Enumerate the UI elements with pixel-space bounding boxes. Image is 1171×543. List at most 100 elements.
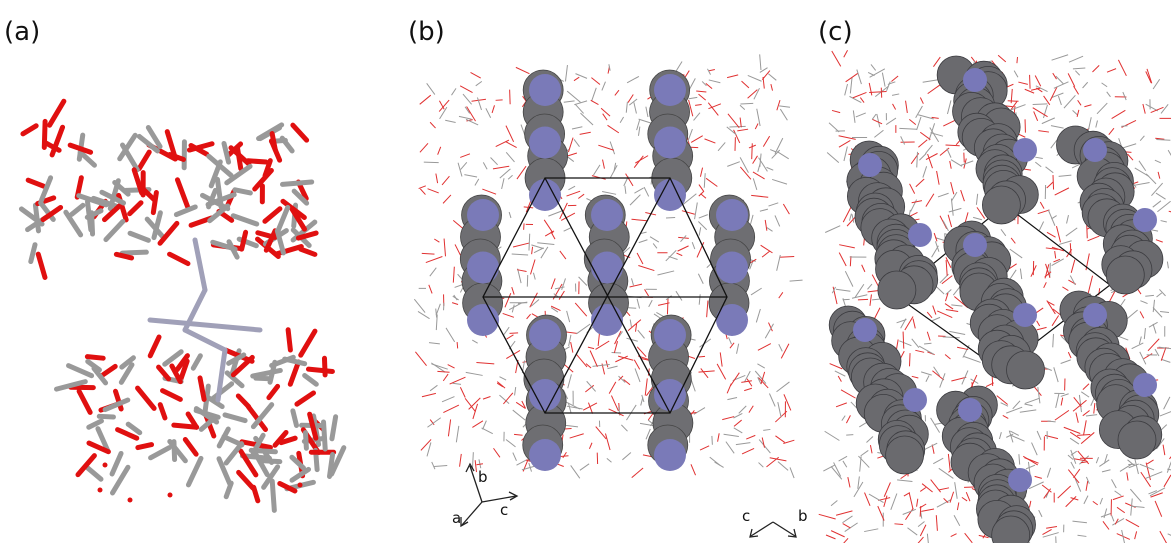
bond: [445, 119, 456, 123]
bond: [844, 83, 848, 96]
bond: [851, 294, 868, 299]
bond: [757, 343, 772, 351]
bond: [746, 378, 753, 387]
bond: [164, 129, 178, 160]
bond: [868, 82, 873, 96]
atom: [1133, 373, 1157, 397]
bond: [1168, 210, 1171, 213]
bond: [464, 174, 478, 178]
bond: [1049, 262, 1051, 278]
bond: [1042, 529, 1052, 536]
bond: [1129, 488, 1142, 503]
bond: [916, 498, 919, 507]
bond: [736, 343, 740, 354]
bond: [136, 149, 152, 172]
axis-glyph: [460, 462, 797, 538]
bond: [934, 237, 945, 241]
bond: [842, 206, 852, 223]
bond: [554, 286, 565, 290]
bond: [223, 480, 234, 500]
bond: [688, 96, 698, 100]
bond: [531, 246, 534, 255]
bond: [776, 254, 781, 271]
bond: [902, 331, 905, 349]
bond: [1022, 455, 1038, 466]
bond: [1145, 103, 1159, 112]
bond: [1127, 459, 1135, 467]
bond: [1146, 68, 1153, 84]
bond: [192, 237, 208, 293]
bond: [587, 346, 595, 350]
bond: [305, 366, 335, 374]
bond: [636, 298, 641, 309]
panel-label: (a): [4, 17, 40, 47]
bond: [1075, 70, 1081, 76]
bond: [25, 177, 46, 189]
bond: [739, 157, 749, 173]
bond: [1032, 103, 1048, 105]
bond: [1042, 104, 1048, 119]
bond: [614, 89, 620, 96]
bond: [942, 220, 949, 232]
bond: [698, 184, 705, 192]
bond: [228, 145, 252, 167]
bond: [569, 433, 584, 439]
bond: [413, 298, 426, 313]
bond: [1069, 243, 1072, 257]
bond: [922, 79, 940, 83]
bond: [131, 167, 145, 196]
atom: [467, 304, 499, 336]
bond: [607, 124, 620, 134]
bond: [756, 108, 761, 127]
bond: [1152, 299, 1156, 313]
bond: [628, 98, 638, 106]
bond: [559, 202, 568, 220]
bond: [77, 149, 97, 168]
bond: [1159, 289, 1166, 297]
bond: [949, 330, 966, 335]
bond: [475, 81, 483, 87]
axis-label: a: [452, 509, 461, 527]
bond: [210, 239, 238, 252]
bond: [1024, 403, 1033, 407]
bond: [1121, 125, 1128, 127]
bond: [442, 373, 449, 382]
bond: [178, 358, 190, 383]
bond: [703, 173, 706, 188]
bond: [909, 183, 916, 194]
bond: [235, 393, 252, 410]
bond: [778, 343, 783, 352]
bond: [529, 292, 538, 308]
bond: [537, 242, 555, 246]
bond: [852, 110, 856, 123]
bond: [716, 363, 727, 380]
bond: [1085, 476, 1090, 484]
bond: [665, 249, 677, 262]
bond: [1143, 327, 1146, 340]
bond: [230, 213, 260, 227]
bond: [1010, 88, 1013, 104]
bond: [953, 515, 961, 527]
bond: [1072, 67, 1086, 70]
bond: [1159, 530, 1167, 543]
axis-label: c: [742, 507, 750, 525]
atom: [467, 251, 499, 284]
bond: [576, 354, 588, 368]
bond: [1166, 261, 1169, 269]
bond: [526, 313, 531, 320]
bond: [501, 178, 505, 190]
bond: [831, 286, 836, 294]
bond: [67, 142, 94, 155]
bond: [1080, 391, 1090, 398]
bond: [1131, 342, 1144, 350]
bond: [708, 69, 715, 72]
bond: [429, 267, 437, 277]
bond: [617, 355, 634, 361]
bond: [1051, 92, 1064, 99]
bond: [855, 112, 866, 118]
bond: [728, 337, 732, 345]
bond: [429, 419, 435, 426]
bond: [869, 445, 873, 454]
bond: [112, 388, 124, 412]
